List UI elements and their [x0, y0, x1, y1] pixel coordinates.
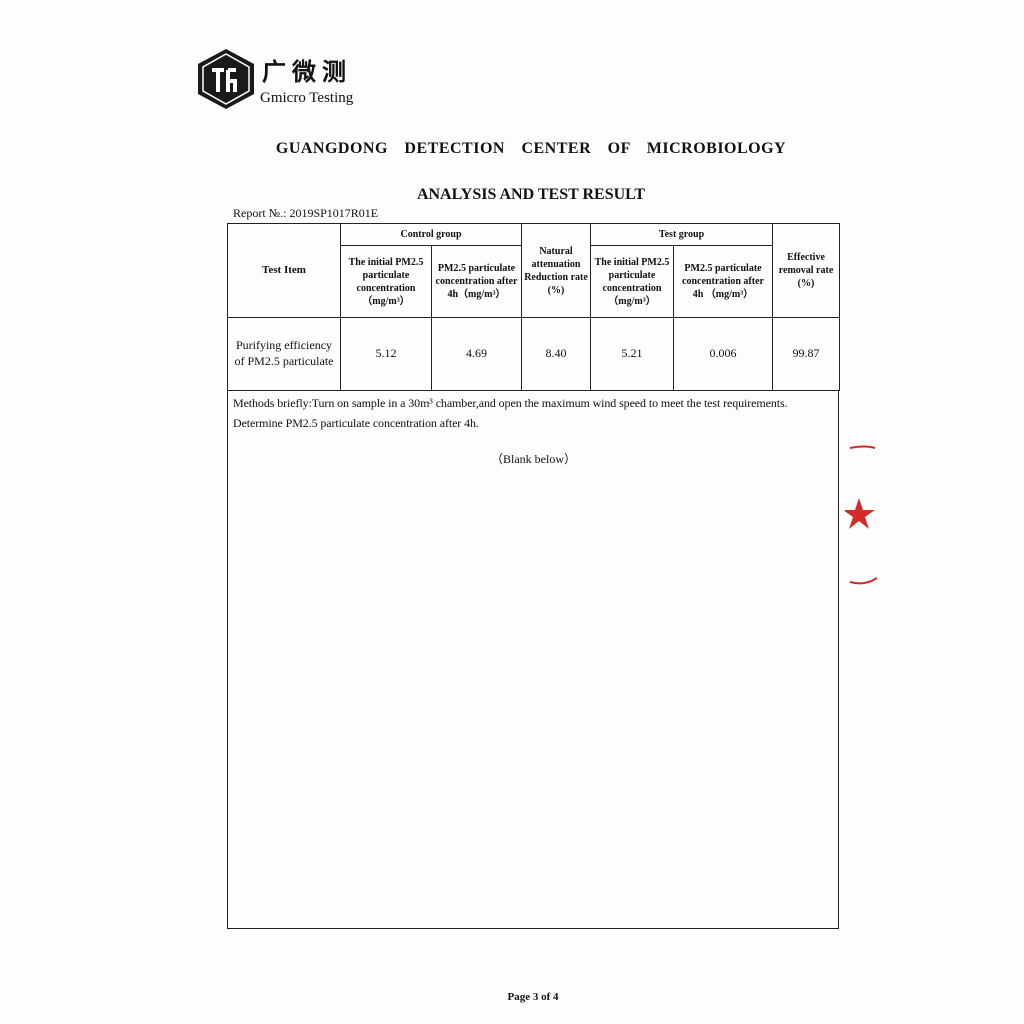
gmicro-logo-icon: [198, 49, 254, 109]
header-test-initial: The initial PM2.5 particulate concentrat…: [590, 245, 674, 318]
header-control-after: PM2.5 particulate concentration after 4h…: [431, 245, 522, 318]
header-control-initial: The initial PM2.5 particulate concentrat…: [340, 245, 432, 318]
methods-text: Methods briefly:Turn on sample in a 30m³…: [233, 396, 788, 430]
report-number: Report №.: 2019SP1017R01E: [233, 206, 379, 220]
cell-control-after: 4.69: [431, 317, 522, 391]
cell-removal: 99.87: [772, 317, 841, 391]
header-test-item: Test Item: [227, 223, 341, 318]
methods-box: Methods briefly:Turn on sample in a 30m³…: [227, 391, 839, 929]
organization-name: GUANGDONG DETECTION CENTER OF MICROBIOLO…: [275, 140, 787, 157]
results-table: Test Item Control group Natural attenuat…: [227, 223, 841, 391]
logo-english-text: Gmicro Testing: [260, 90, 354, 106]
cell-control-initial: 5.12: [340, 317, 432, 391]
cell-natural: 8.40: [521, 317, 591, 391]
header-test-group: Test group: [589, 223, 774, 246]
header-removal-rate: Effective removal rate (%): [772, 223, 841, 318]
header-natural-attenuation: Natural attenuation Reduction rate (%): [521, 223, 591, 318]
logo-chinese-text: 广微测: [262, 58, 352, 86]
document-title: ANALYSIS AND TEST RESULT: [416, 186, 646, 203]
header-test-after: PM2.5 particulate concentration after 4h…: [672, 245, 774, 318]
table-row: Purifying efficiency of PM2.5 particulat…: [227, 317, 841, 391]
cell-test-item: Purifying efficiency of PM2.5 particulat…: [227, 317, 341, 391]
cell-test-after: 0.006: [672, 317, 774, 391]
red-stamp-icon: [845, 445, 878, 585]
header-control-group: Control group: [340, 223, 522, 246]
page-number: Page 3 of 4: [507, 991, 559, 1003]
blank-below-note: （Blank below）: [491, 452, 576, 466]
cell-test-initial: 5.21: [590, 317, 674, 391]
results-sheet: Test Item Control group Natural attenuat…: [227, 223, 841, 929]
